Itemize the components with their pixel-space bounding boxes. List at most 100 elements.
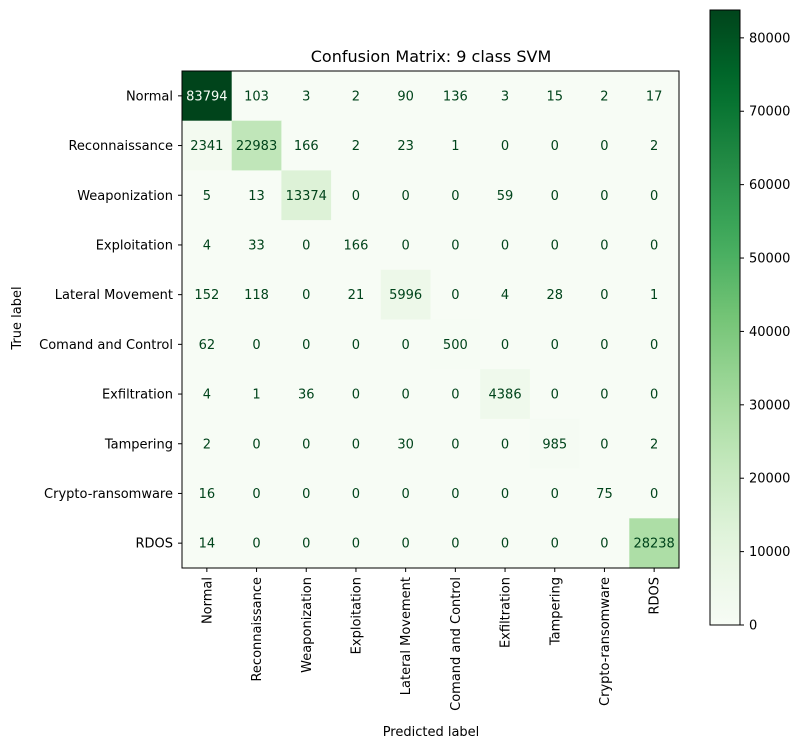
cell-value: 17	[646, 89, 663, 104]
cell-value: 0	[551, 537, 559, 552]
heatmap-cell	[281, 518, 332, 569]
plot-frame	[181, 70, 680, 569]
cell-value: 0	[600, 388, 608, 403]
heatmap-cell	[231, 269, 282, 321]
heatmap-cell	[579, 71, 630, 122]
heatmap-cell	[480, 468, 531, 519]
y-tick-labels: Normal Reconnaissance Weaponization Exploit…	[39, 89, 173, 551]
y-axis-label: True label	[10, 286, 25, 350]
heatmap-cell	[231, 220, 282, 271]
cell-value: 0	[600, 338, 608, 353]
cell-value: 0	[302, 338, 310, 353]
heatmap-cell	[231, 518, 282, 569]
heatmap-cell	[529, 120, 581, 171]
cell-value: 0	[650, 238, 658, 253]
cell-value: 0	[501, 238, 509, 253]
heatmap-cell	[629, 319, 680, 370]
heatmap-cell	[380, 71, 432, 122]
cell-value: 0	[650, 338, 658, 353]
y-tick-label: Weaponization	[77, 189, 173, 204]
heatmap-cell	[231, 170, 282, 221]
heatmap-cell	[629, 120, 680, 171]
colorbar	[709, 9, 741, 626]
cell-value: 0	[252, 487, 260, 502]
heatmap-cell	[231, 369, 282, 420]
heatmap-cell	[579, 518, 630, 569]
heatmap-cell	[480, 120, 531, 171]
cell-value: 0	[600, 288, 608, 303]
cell-value: 0	[252, 437, 260, 452]
colorbar-tick-label: 70000	[749, 105, 790, 120]
heatmap-cell	[629, 418, 680, 470]
heatmap-cell	[480, 220, 531, 271]
cell-value: 0	[501, 437, 509, 452]
heatmap-cell	[380, 269, 432, 321]
heatmap-cell	[579, 120, 630, 171]
heatmap-cell	[331, 369, 382, 420]
cell-value: 5996	[389, 288, 422, 303]
cell-value: 0	[451, 189, 459, 204]
heatmap-axes	[178, 70, 680, 572]
y-tick-label: Comand and Control	[39, 338, 173, 353]
heatmap-cell	[182, 518, 233, 569]
y-tick-label: Exploitation	[96, 238, 173, 253]
x-tick-labels: Normal Reconnaissance Weaponization Exploit…	[200, 577, 662, 711]
cell-value: 2	[352, 139, 360, 154]
heatmap-cell	[231, 418, 282, 470]
heatmap-cell	[182, 170, 233, 221]
x-tick-label: Tampering	[548, 577, 563, 646]
heatmap-cell	[380, 120, 432, 171]
colorbar-tick-label: 40000	[749, 325, 790, 340]
x-tick-label: Comand and Control	[449, 577, 464, 711]
cell-value: 0	[402, 388, 410, 403]
cell-value: 1	[451, 139, 459, 154]
cell-value: 1	[650, 288, 658, 303]
heatmap-cell	[529, 468, 581, 519]
chart-title: Confusion Matrix: 9 class SVM	[311, 47, 552, 66]
colorbar-tick-label: 10000	[749, 545, 790, 560]
cell-value: 0	[352, 437, 360, 452]
heatmap-cell	[480, 170, 531, 221]
cell-value: 0	[402, 487, 410, 502]
cell-value: 136	[443, 89, 468, 104]
cell-value: 13	[248, 189, 265, 204]
colorbar-tick-label: 80000	[749, 31, 790, 46]
cell-value: 0	[402, 189, 410, 204]
y-tick-label: RDOS	[135, 537, 173, 552]
cell-value: 62	[199, 338, 216, 353]
cell-value: 0	[302, 288, 310, 303]
heatmap-cell	[629, 369, 680, 420]
heatmap-cell	[430, 418, 481, 470]
heatmap-cell	[529, 220, 581, 271]
cell-value: 59	[497, 189, 514, 204]
heatmap-cell	[430, 319, 481, 370]
cell-value: 13374	[286, 189, 327, 204]
heatmap-cell	[231, 71, 282, 122]
colorbar-tick-label: 50000	[749, 252, 790, 267]
cell-value: 0	[650, 388, 658, 403]
cell-value: 0	[551, 238, 559, 253]
heatmap-cell	[281, 71, 332, 122]
cell-value: 0	[650, 487, 658, 502]
x-tick-label: Lateral Movement	[399, 577, 414, 695]
cell-value: 0	[352, 189, 360, 204]
cell-value: 90	[397, 89, 414, 104]
cell-value: 0	[402, 238, 410, 253]
cell-value: 21	[348, 288, 365, 303]
cell-value: 4	[203, 388, 211, 403]
cell-value: 0	[302, 537, 310, 552]
heatmap-cell	[480, 418, 531, 470]
x-axis-label: Predicted label	[383, 725, 480, 740]
cell-value: 5	[203, 189, 211, 204]
heatmap-cell	[480, 518, 531, 569]
heatmap-cell	[331, 170, 382, 221]
heatmap-cell	[182, 220, 233, 271]
heatmap-cell	[529, 518, 581, 569]
cell-value: 0	[600, 238, 608, 253]
heatmap-cell	[281, 369, 332, 420]
heatmap-cell	[331, 418, 382, 470]
heatmap-cell	[579, 468, 630, 519]
heatmap-cell	[231, 120, 282, 171]
heatmap-cell	[430, 170, 481, 221]
